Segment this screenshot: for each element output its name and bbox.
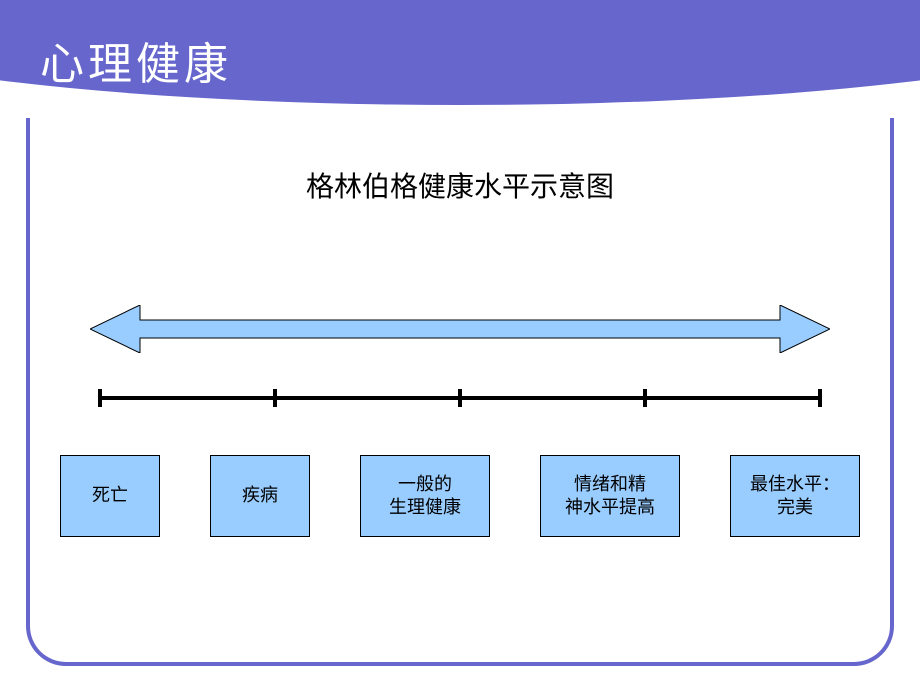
category-box-4: 最佳水平： 完美 <box>730 455 860 537</box>
category-box-3: 情绪和精 神水平提高 <box>540 455 680 537</box>
category-box-0: 死亡 <box>60 455 160 537</box>
double-arrow <box>90 305 830 353</box>
category-boxes: 死亡疾病一般的 生理健康情绪和精 神水平提高最佳水平： 完美 <box>60 455 860 537</box>
category-box-2: 一般的 生理健康 <box>360 455 490 537</box>
diagram-subtitle: 格林伯格健康水平示意图 <box>0 165 920 205</box>
slide-title: 心理健康 <box>40 28 232 92</box>
scale-line <box>90 385 830 411</box>
category-box-1: 疾病 <box>210 455 310 537</box>
